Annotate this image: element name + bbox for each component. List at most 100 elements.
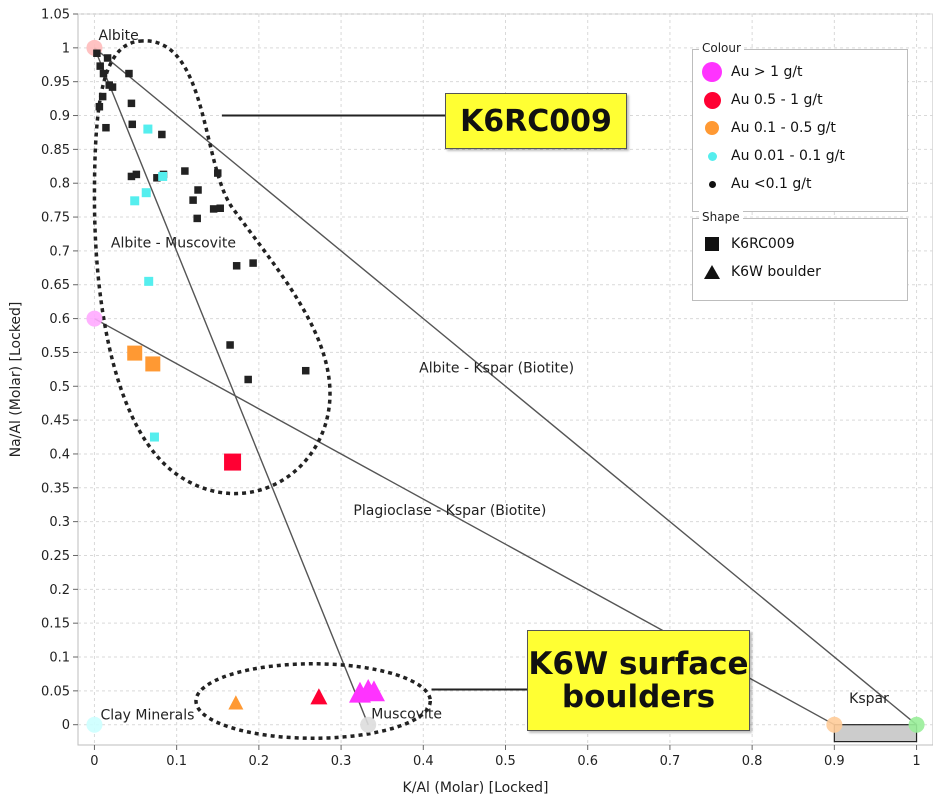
k6w-callout-line1: K6W surface bbox=[528, 645, 749, 682]
endmember-marker bbox=[86, 716, 103, 733]
k6w-callout: K6W surface boulders bbox=[527, 630, 750, 731]
reference-line bbox=[93, 47, 369, 725]
y-tick-label: 0.7 bbox=[49, 244, 70, 259]
y-tick-label: 0.3 bbox=[49, 515, 70, 530]
reference-line-label: Albite - Muscovite bbox=[111, 236, 236, 252]
data-point-square bbox=[103, 54, 112, 62]
colour-legend-title: Colour bbox=[699, 41, 744, 55]
data-point-square bbox=[153, 174, 161, 182]
y-tick-label: 0.6 bbox=[49, 312, 70, 327]
colour-swatch bbox=[699, 61, 725, 83]
y-tick-label: 0.5 bbox=[49, 380, 70, 395]
y-tick-label: 0.15 bbox=[41, 617, 70, 632]
x-tick-label: 0.6 bbox=[577, 754, 598, 769]
data-point-square bbox=[102, 123, 110, 132]
colour-legend-item: Au 0.1 - 0.5 g/t bbox=[699, 117, 836, 139]
y-tick-label: 0.2 bbox=[49, 583, 70, 598]
data-point-square bbox=[194, 186, 202, 194]
data-point-square bbox=[127, 345, 143, 361]
data-point-square bbox=[216, 204, 224, 213]
data-point-square bbox=[189, 196, 197, 204]
colour-legend-item: Au 0.5 - 1 g/t bbox=[699, 89, 823, 111]
endmember-label: Muscovite bbox=[371, 707, 442, 723]
y-tick-label: 0.25 bbox=[41, 549, 70, 564]
data-point-square bbox=[226, 341, 234, 349]
colour-legend-label: Au > 1 g/t bbox=[731, 64, 803, 80]
data-point-square bbox=[132, 170, 141, 179]
shape-legend-label: K6W boulder bbox=[731, 264, 821, 280]
x-tick-label: 0 bbox=[90, 754, 98, 769]
y-tick-label: 0.85 bbox=[41, 143, 70, 158]
x-tick-label: 0.8 bbox=[742, 754, 763, 769]
y-tick-label: 0.9 bbox=[49, 109, 70, 124]
x-tick-label: 0.2 bbox=[249, 754, 270, 769]
data-point-square bbox=[125, 69, 133, 78]
data-point-square bbox=[145, 356, 161, 372]
x-tick-label: 0.3 bbox=[331, 754, 352, 769]
endmember-label: Albite bbox=[98, 28, 138, 44]
data-point-triangle bbox=[310, 688, 328, 705]
y-tick-label: 0.55 bbox=[41, 346, 70, 361]
colour-legend-label: Au 0.01 - 0.1 g/t bbox=[731, 148, 845, 164]
y-tick-label: 0.35 bbox=[41, 481, 70, 496]
triangle-icon bbox=[699, 261, 725, 283]
colour-swatch bbox=[699, 117, 725, 139]
data-point-square bbox=[209, 205, 218, 213]
data-point-square bbox=[158, 171, 168, 181]
data-point-square bbox=[301, 366, 310, 375]
x-tick-label: 0.7 bbox=[660, 754, 681, 769]
x-tick-label: 0.1 bbox=[166, 754, 187, 769]
data-point-square bbox=[108, 83, 117, 91]
shape-legend-label: K6RC009 bbox=[731, 236, 795, 252]
endmember-marker bbox=[908, 716, 925, 733]
data-point-square bbox=[93, 49, 101, 58]
y-tick-label: 0.95 bbox=[41, 75, 70, 90]
shape-legend-item: K6W boulder bbox=[699, 261, 821, 283]
colour-legend-item: Au > 1 g/t bbox=[699, 61, 803, 83]
endmember-marker bbox=[86, 310, 103, 327]
data-point-square bbox=[130, 196, 140, 206]
x-tick-label: 0.4 bbox=[413, 754, 434, 769]
y-tick-label: 1.05 bbox=[41, 8, 70, 23]
data-point-triangle bbox=[362, 680, 385, 702]
endmember-marker bbox=[360, 716, 377, 733]
y-tick-label: 0.05 bbox=[41, 684, 70, 699]
reference-line-label: Plagioclase - Kspar (Biotite) bbox=[353, 503, 546, 519]
colour-legend-label: Au 0.1 - 0.5 g/t bbox=[731, 120, 836, 136]
x-axis-label: K/Al (Molar) [Locked] bbox=[403, 780, 549, 796]
colour-swatch bbox=[699, 145, 725, 167]
k6rc009-callout: K6RC009 bbox=[445, 93, 627, 149]
data-point-square bbox=[224, 453, 242, 471]
data-point-square bbox=[181, 167, 189, 175]
data-point-square bbox=[214, 169, 222, 177]
data-point-square bbox=[244, 375, 252, 384]
endmember-label: Kspar bbox=[849, 691, 889, 707]
x-tick-label: 0.5 bbox=[495, 754, 516, 769]
data-point-square bbox=[95, 102, 104, 111]
y-tick-label: 0.45 bbox=[41, 414, 70, 429]
kspar-box bbox=[833, 724, 918, 743]
data-point-square bbox=[143, 124, 153, 134]
data-point-square bbox=[149, 432, 159, 442]
data-point-square bbox=[249, 259, 257, 267]
reference-line bbox=[93, 47, 918, 726]
data-point-triangle bbox=[228, 695, 244, 710]
data-point-square bbox=[144, 276, 154, 286]
y-tick-label: 0.8 bbox=[49, 177, 70, 192]
k6w-group-outline bbox=[194, 662, 433, 740]
data-point-square bbox=[127, 99, 136, 108]
data-point-square bbox=[127, 172, 136, 181]
data-point-square bbox=[193, 214, 201, 223]
data-point-square bbox=[141, 188, 151, 198]
data-point-square bbox=[128, 120, 137, 129]
y-tick-label: 0 bbox=[62, 718, 70, 733]
colour-legend-item: Au <0.1 g/t bbox=[699, 173, 811, 195]
data-point-square bbox=[232, 262, 241, 270]
k6rc009-callout-text: K6RC009 bbox=[460, 103, 612, 139]
x-tick-label: 0.9 bbox=[824, 754, 845, 769]
data-point-square bbox=[96, 62, 104, 70]
data-point-square bbox=[158, 130, 166, 139]
k6rc009-group-outline bbox=[92, 39, 332, 496]
data-point-square bbox=[98, 92, 107, 101]
y-axis-label: Na/Al (Molar) [Locked] bbox=[8, 302, 24, 458]
